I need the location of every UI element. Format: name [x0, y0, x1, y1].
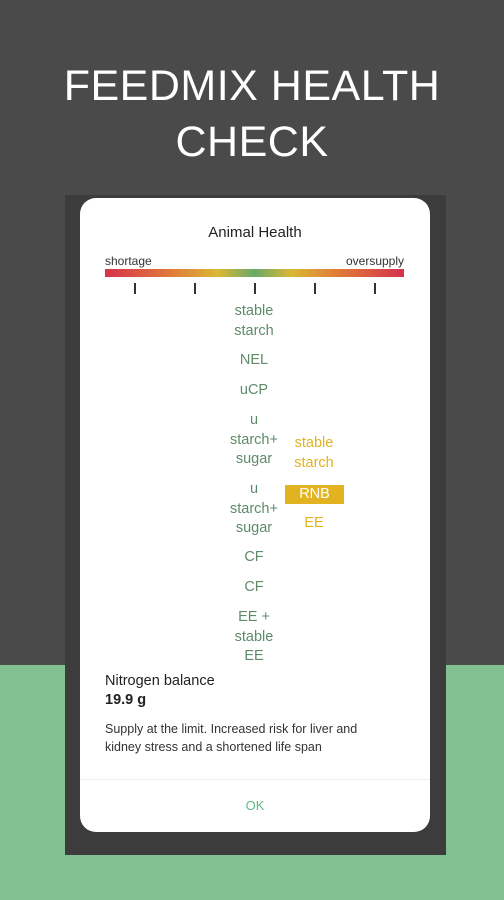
gradient-bar: [105, 269, 404, 277]
tick: [314, 283, 316, 294]
dialog-title: Animal Health: [208, 224, 302, 241]
divider: [80, 779, 430, 780]
detail-name: Nitrogen balance: [105, 673, 215, 689]
nutrient: CF: [244, 579, 264, 595]
tick: [254, 283, 256, 294]
ok-button[interactable]: OK: [245, 798, 265, 813]
nutrient-warning: stable starch: [294, 435, 334, 471]
nutrient: stable starch: [234, 303, 274, 339]
scale-label: shortage: [105, 254, 152, 268]
scale-label: oversupply: [345, 254, 404, 268]
tick: [374, 283, 376, 294]
tick: [134, 283, 136, 294]
detail-value: 19.9 g: [105, 692, 147, 708]
nutrient: u starch+ sugar: [230, 412, 278, 467]
nutrient: CF: [244, 549, 264, 565]
nutrient: NEL: [239, 352, 269, 368]
headline: FEEDMIX HEALTH CHECK: [63, 62, 441, 166]
nutrient-selected[interactable]: RNB: [285, 485, 344, 504]
detail-description: Supply at the limit. Increased risk for …: [105, 722, 358, 754]
nutrient: EE + stable EE: [234, 609, 274, 664]
nutrient: uCP: [239, 382, 269, 398]
nutrient-warning: EE: [304, 515, 324, 531]
dialog: Animal Health shortage oversupply stable…: [80, 198, 430, 832]
nutrient: u starch+ sugar: [230, 481, 278, 536]
tick: [194, 283, 196, 294]
